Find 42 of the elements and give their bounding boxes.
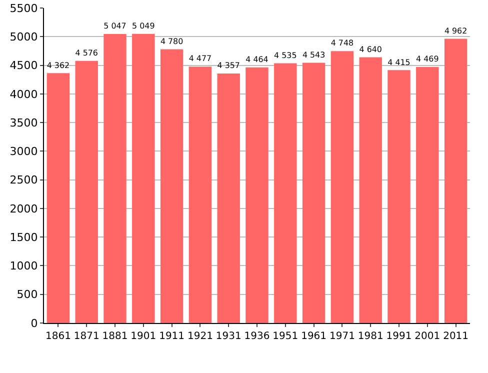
x-tick-label: 1911 [159, 331, 185, 342]
data-label: 4 464 [246, 54, 268, 64]
y-tick-label: 500 [16, 288, 38, 302]
x-tick-label: 1901 [130, 331, 156, 342]
data-label: 4 640 [359, 44, 382, 54]
data-label: 5 047 [104, 22, 126, 31]
y-tick-label: 3500 [10, 116, 38, 130]
data-label: 4 477 [188, 54, 212, 64]
data-label: 4 962 [444, 26, 468, 36]
y-tick-label: 3000 [10, 145, 38, 158]
y-tick-label: 1500 [10, 230, 38, 244]
y-tick-label: 2500 [10, 174, 38, 187]
x-tick-label: 1871 [74, 331, 100, 342]
x-tick-label: 1951 [272, 331, 298, 342]
y-tick-label: 5000 [10, 30, 38, 44]
x-tick-label: 1981 [358, 331, 384, 342]
x-tick-label: 1991 [386, 331, 412, 342]
data-label: 4 362 [46, 60, 70, 70]
y-tick-label: 2000 [10, 202, 38, 216]
x-tick-label: 1881 [102, 331, 128, 342]
data-label: 4 543 [302, 50, 326, 60]
y-tick-label: 0 [30, 316, 38, 330]
x-tick-label: 2011 [443, 331, 469, 342]
x-tick-label: 1961 [301, 331, 327, 342]
data-label: 4 748 [330, 38, 354, 48]
y-tick-label: 4500 [10, 59, 38, 72]
x-tick-label: 1861 [45, 331, 71, 342]
data-label: 4 780 [160, 36, 184, 46]
x-tick-label: 1971 [329, 331, 355, 342]
data-label: 4 535 [274, 50, 297, 60]
x-tick-label: 1921 [187, 331, 213, 342]
x-tick-label: 2001 [414, 331, 440, 342]
y-tick-label: 5500 [10, 2, 38, 15]
data-label: 4 576 [75, 48, 98, 58]
data-label: 5 049 [132, 21, 155, 30]
x-tick-label: 1931 [216, 331, 242, 342]
data-label: 4 415 [388, 58, 410, 67]
y-tick-label: 1000 [10, 260, 38, 273]
x-tick-label: 1936 [244, 331, 270, 342]
data-label: 4 469 [416, 54, 439, 64]
data-label: 4 357 [217, 61, 240, 70]
y-tick-label: 4000 [10, 88, 38, 101]
